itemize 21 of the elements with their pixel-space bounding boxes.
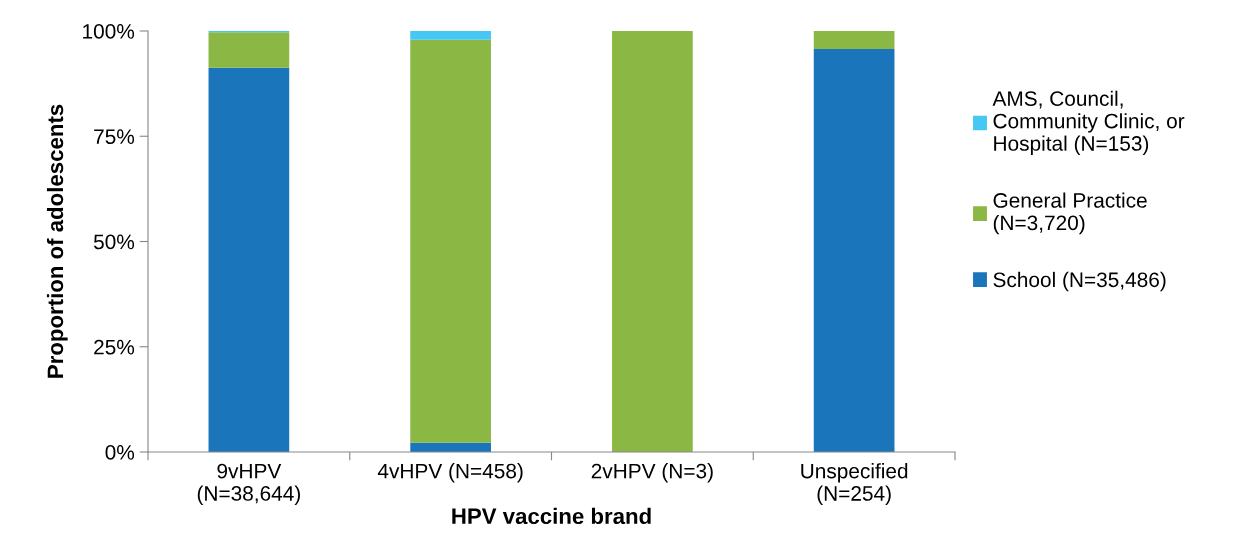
bar: [208, 32, 290, 68]
x-tick-label: Unspecified (N=254): [801, 463, 908, 505]
y-tick-label: 75%: [94, 129, 135, 144]
bar: [612, 31, 693, 452]
bar: [208, 67, 290, 452]
y-tick-label: 0%: [105, 445, 135, 460]
bar: [410, 31, 491, 40]
y-axis-title: Proportion of adolescents: [46, 104, 68, 378]
y-tick-label: 100%: [83, 24, 135, 39]
y-tick-label: 50%: [93, 234, 135, 250]
y-tick-label: 25%: [94, 339, 135, 355]
x-axis-title: HPV vaccine brand: [452, 507, 651, 525]
bar: [813, 31, 895, 50]
legend-label: AMS, Council, Community Clinic, or Hospital (N=153): [992, 90, 1185, 155]
x-tick-label: 9vHPV (N=38,644): [197, 463, 300, 505]
legend-label: General Practice (N=3,720): [993, 192, 1147, 235]
legend-label: School (N=35,486): [993, 271, 1166, 292]
x-tick-label: 2vHPV (N=3): [591, 463, 713, 483]
bar: [813, 49, 895, 452]
bar: [410, 39, 491, 443]
x-tick-label: 4vHPV (N=458): [377, 463, 523, 483]
